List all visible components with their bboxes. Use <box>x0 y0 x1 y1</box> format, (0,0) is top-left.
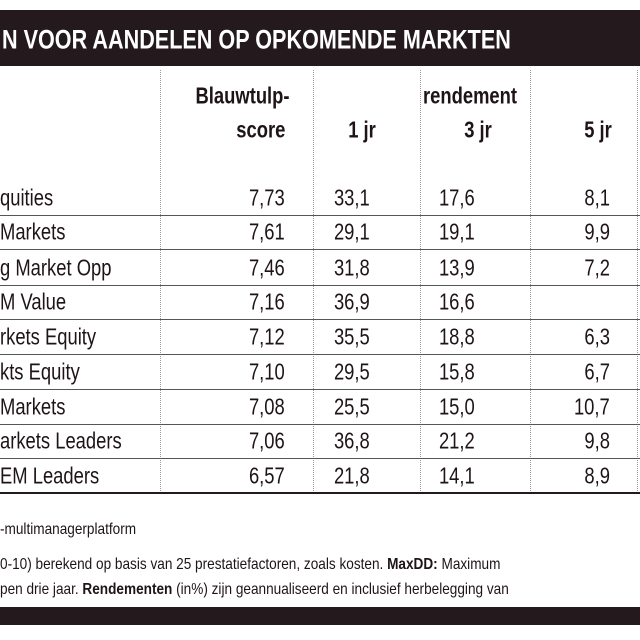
cell-r1: 35,5 <box>334 323 370 350</box>
row-rule <box>0 285 640 286</box>
row-name: rkets Equity <box>0 323 97 350</box>
cell-r1: 29,5 <box>334 358 370 385</box>
row-name: Markets <box>0 218 66 245</box>
column-header: score <box>235 116 285 143</box>
row-name: Markets <box>0 393 66 420</box>
cell-r3: 21,2 <box>439 427 475 454</box>
footer-text: -multimanagerplatform <box>0 521 137 538</box>
cell-score: 7,12 <box>249 323 285 350</box>
column-divider <box>530 70 531 493</box>
cell-r3: 18,8 <box>439 323 475 350</box>
cell-r5: 8,9 <box>584 462 610 489</box>
footer-text: Maximum <box>437 556 501 573</box>
cell-r5: 8,1 <box>584 184 610 211</box>
column-group-header: rendement <box>422 82 518 109</box>
footer-term: Rendementen <box>82 581 173 598</box>
column-header: 3 jr <box>464 116 492 143</box>
row-name: g Market Opp <box>0 254 112 281</box>
row-rule <box>0 215 640 216</box>
row-rule <box>0 354 640 355</box>
row-name: quities <box>0 184 54 211</box>
cell-r3: 15,0 <box>439 393 475 420</box>
cell-r3: 19,1 <box>439 218 475 245</box>
cell-score: 7,46 <box>249 254 285 281</box>
cell-r5: 6,7 <box>584 358 610 385</box>
footer-text: 0-10) berekend op basis van 25 prestatie… <box>0 556 388 573</box>
cell-r5: 9,8 <box>584 427 610 454</box>
row-name: kts Equity <box>0 358 80 385</box>
row-rule <box>0 389 640 390</box>
column-header: 5 jr <box>584 116 612 143</box>
cell-r1: 25,5 <box>334 393 370 420</box>
footer-text: pen drie jaar. <box>0 581 83 598</box>
cell-r3: 15,8 <box>439 358 475 385</box>
column-header: Blauwtulp- <box>195 82 290 109</box>
column-divider <box>420 70 421 493</box>
cell-score: 7,16 <box>249 288 285 315</box>
table-bottom-rule <box>0 492 640 494</box>
cell-r3: 13,9 <box>439 254 475 281</box>
title: N VOOR AANDELEN OP OPKOMENDE MARKTEN <box>2 24 511 55</box>
footer-line: 0-10) berekend op basis van 25 prestatie… <box>0 557 500 573</box>
cell-score: 7,10 <box>249 358 285 385</box>
column-divider <box>313 70 314 493</box>
column-header: 1 jr <box>348 116 376 143</box>
row-name: M Value <box>0 288 67 315</box>
cell-r3: 14,1 <box>439 462 475 489</box>
cell-r5: 7,2 <box>584 254 610 281</box>
cell-r5: 9,9 <box>584 218 610 245</box>
footer-line: pen drie jaar. Rendementen (in%) zijn ge… <box>0 582 509 598</box>
cell-r1: 36,9 <box>334 288 370 315</box>
bottom-bar <box>0 607 640 625</box>
cell-score: 7,08 <box>249 393 285 420</box>
cell-r1: 33,1 <box>334 184 370 211</box>
title-bar <box>0 10 640 66</box>
row-rule <box>0 424 640 425</box>
cell-r1: 36,8 <box>334 427 370 454</box>
cell-r5: 10,7 <box>574 393 610 420</box>
cell-score: 7,06 <box>249 427 285 454</box>
cell-r1: 29,1 <box>334 218 370 245</box>
cell-score: 7,73 <box>249 184 285 211</box>
cell-r3: 16,6 <box>439 288 475 315</box>
row-rule <box>0 458 640 459</box>
cell-score: 6,57 <box>249 462 285 489</box>
cell-score: 7,61 <box>249 218 285 245</box>
row-name: arkets Leaders <box>0 427 122 454</box>
column-divider <box>160 70 161 493</box>
cell-r1: 31,8 <box>334 254 370 281</box>
footer-line: -multimanagerplatform <box>0 522 136 538</box>
row-rule <box>0 319 640 320</box>
column-divider <box>637 70 638 493</box>
row-name: EM Leaders <box>0 462 100 489</box>
row-rule <box>0 249 640 250</box>
footer-term: MaxDD: <box>387 556 438 573</box>
footer-text: (in%) zijn geannualiseerd en inclusief h… <box>172 581 509 598</box>
cell-r3: 17,6 <box>439 184 475 211</box>
cell-r1: 21,8 <box>334 462 370 489</box>
cell-r5: 6,3 <box>584 323 610 350</box>
